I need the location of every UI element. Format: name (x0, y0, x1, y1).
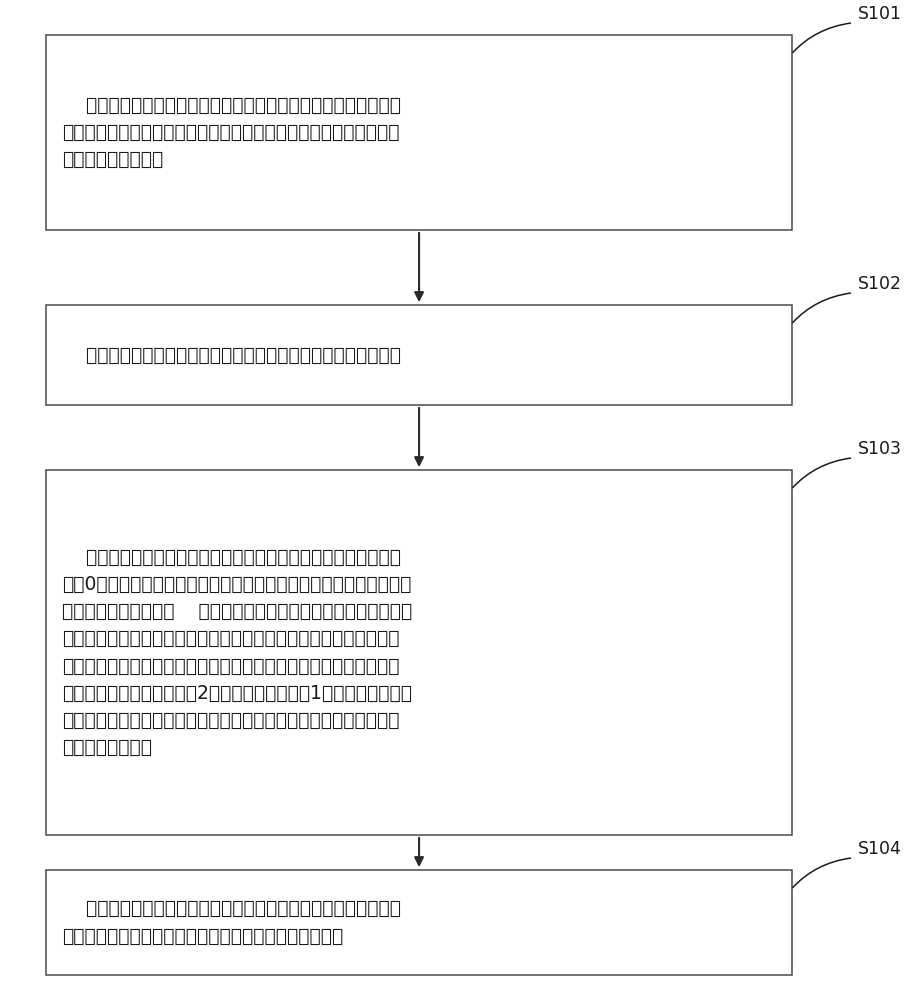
Text: 在确定本小区的连接用户数与预设的用户数均衡门限的第一差值
大于0时，若判断本小区的带宽大于所述邻小区的带宽，则继续判断是
否满足第一预设条件；    所述第一预: 在确定本小区的连接用户数与预设的用户数均衡门限的第一差值 大于0时，若判断本小区… (62, 548, 412, 757)
Text: 若满足，则将本小区每次最大切换用户数、所述第一差值以及所
述第一比值中的最小值作为本周期向邻小区均衡的用户数: 若满足，则将本小区每次最大切换用户数、所述第一差值以及所 述第一比值中的最小值作… (62, 899, 401, 946)
Text: 若用户数均衡开关已开启且判断存在站间同覆盖邻区，则向邻小
区发送资源状态请求，所述资源状态请求用于指示邻小区向本小区发
送邻区的连接用户数: 若用户数均衡开关已开启且判断存在站间同覆盖邻区，则向邻小 区发送资源状态请求，所… (62, 96, 401, 169)
Text: S101: S101 (858, 5, 902, 23)
FancyBboxPatch shape (46, 870, 792, 975)
Text: S104: S104 (858, 840, 902, 858)
FancyBboxPatch shape (46, 305, 792, 405)
Text: S102: S102 (858, 275, 902, 293)
FancyBboxPatch shape (46, 35, 792, 230)
Text: S103: S103 (858, 440, 902, 458)
FancyBboxPatch shape (46, 470, 792, 835)
Text: 根据预存的邻区关系表或外部邻区关系表获取所述邻小区的带宽: 根据预存的邻区关系表或外部邻区关系表获取所述邻小区的带宽 (62, 346, 401, 364)
